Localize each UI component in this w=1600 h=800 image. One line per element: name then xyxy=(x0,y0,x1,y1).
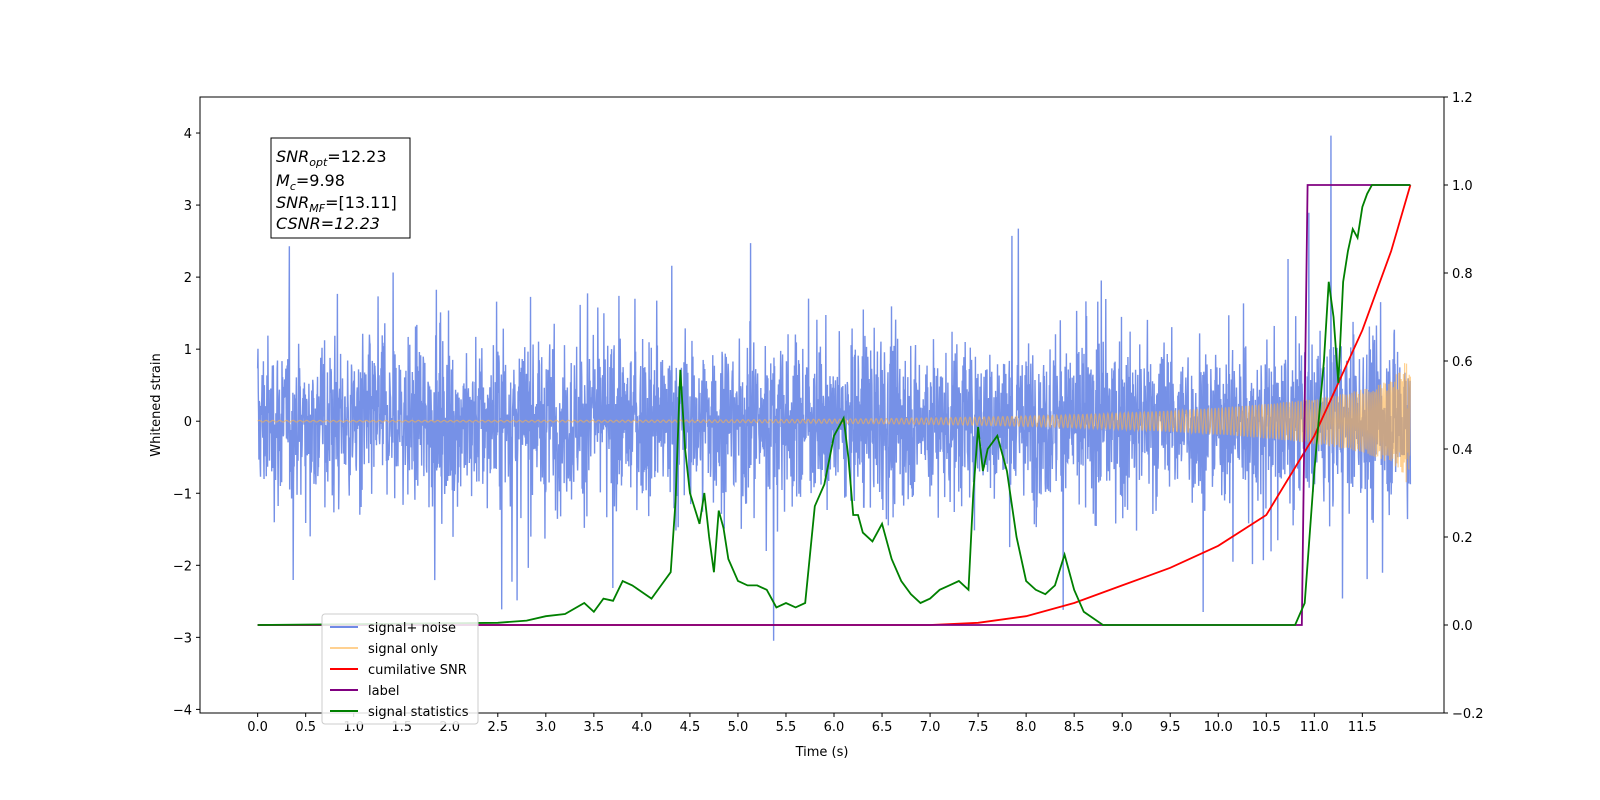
x-tick-label: 0.5 xyxy=(295,720,316,735)
x-tick-label: 4.5 xyxy=(680,720,701,735)
x-tick-label: 5.0 xyxy=(728,720,749,735)
y-tick-label: −1 xyxy=(173,487,192,502)
x-tick-label: 3.5 xyxy=(584,720,605,735)
series-signal-statistics xyxy=(257,184,1411,626)
snr-annotation-box: SNRopt=12.23 Mc=9.98 SNRMF=[13.11] CSNR=… xyxy=(270,137,411,239)
y-tick-label: 0 xyxy=(184,415,192,430)
x-axis-label: Time (s) xyxy=(795,745,849,760)
y-tick-label: 4 xyxy=(184,127,192,142)
x-tick-label: 6.5 xyxy=(872,720,893,735)
series-layer xyxy=(256,135,1412,641)
x-tick-label: 6.0 xyxy=(824,720,845,735)
legend-label: signal only xyxy=(368,642,438,657)
series-signal-only xyxy=(257,363,1411,483)
x-tick-label: 11.0 xyxy=(1300,720,1329,735)
series-cumulative-snr xyxy=(257,184,1412,626)
x-tick-label: 5.5 xyxy=(776,720,797,735)
legend: signal+ noise signal only cumilative SNR la… xyxy=(321,613,479,725)
x-tick-label: 10.0 xyxy=(1204,720,1233,735)
x-tick-label: 10.5 xyxy=(1252,720,1281,735)
y-tick-label: −2 xyxy=(173,559,192,574)
x-tick-label: 8.0 xyxy=(1016,720,1037,735)
annotation-snr-opt: SNRopt=12.23 xyxy=(276,147,387,169)
y-tick-label: 1 xyxy=(184,343,192,358)
y-tick-label: −3 xyxy=(173,631,192,646)
annotation-chirp-mass: Mc=9.98 xyxy=(276,171,345,193)
y2-tick-label: 1.0 xyxy=(1452,179,1473,194)
x-tick-label: 4.0 xyxy=(632,720,653,735)
x-tick-label: 9.5 xyxy=(1160,720,1181,735)
x-axis-ticks: 0.0 0.5 1.0 1.5 2.0 2.5 3.0 3.5 4.0 4.5 5.0 5.5 6.0 6… xyxy=(247,713,1377,735)
x-tick-label: 3.0 xyxy=(535,720,556,735)
y-tick-label: 3 xyxy=(184,199,192,214)
legend-label: cumilative SNR xyxy=(368,663,467,678)
plot-frame xyxy=(199,96,1445,714)
y2-tick-label: 0.2 xyxy=(1452,531,1473,546)
annotation-border xyxy=(270,137,411,239)
x-tick-label: 7.0 xyxy=(920,720,941,735)
y-axis-label: Whitened strain xyxy=(149,353,164,456)
annotation-snr-mf: SNRMF=[13.11] xyxy=(276,193,397,215)
y-tick-label: −4 xyxy=(173,703,192,718)
y2-tick-label: 1.2 xyxy=(1452,91,1473,106)
series-signal-noise xyxy=(256,135,1412,641)
y2-axis-ticks: 1.2 1.0 0.8 0.6 0.4 0.2 0.0 −0.2 xyxy=(1444,91,1484,722)
x-tick-label: 11.5 xyxy=(1348,720,1377,735)
y2-tick-label: 0.4 xyxy=(1452,443,1473,458)
legend-label: signal statistics xyxy=(368,705,469,720)
legend-label: signal+ noise xyxy=(368,621,456,636)
legend-label: label xyxy=(368,684,399,699)
x-tick-label: 7.5 xyxy=(968,720,989,735)
x-tick-label: 2.5 xyxy=(487,720,508,735)
y2-tick-label: −0.2 xyxy=(1452,707,1484,722)
y-axis-ticks: 4 3 2 1 0 −1 −2 −3 −4 xyxy=(173,127,200,718)
annotation-csnr: CSNR=12.23 xyxy=(276,214,380,233)
y-tick-label: 2 xyxy=(184,271,192,286)
legend-frame xyxy=(321,613,479,725)
y2-tick-label: 0.8 xyxy=(1452,267,1473,282)
y2-tick-label: 0.6 xyxy=(1452,355,1473,370)
series-label xyxy=(257,184,1411,626)
x-tick-label: 8.5 xyxy=(1064,720,1085,735)
x-tick-label: 0.0 xyxy=(247,720,268,735)
x-tick-label: 9.0 xyxy=(1112,720,1133,735)
y2-tick-label: 0.0 xyxy=(1452,619,1473,634)
